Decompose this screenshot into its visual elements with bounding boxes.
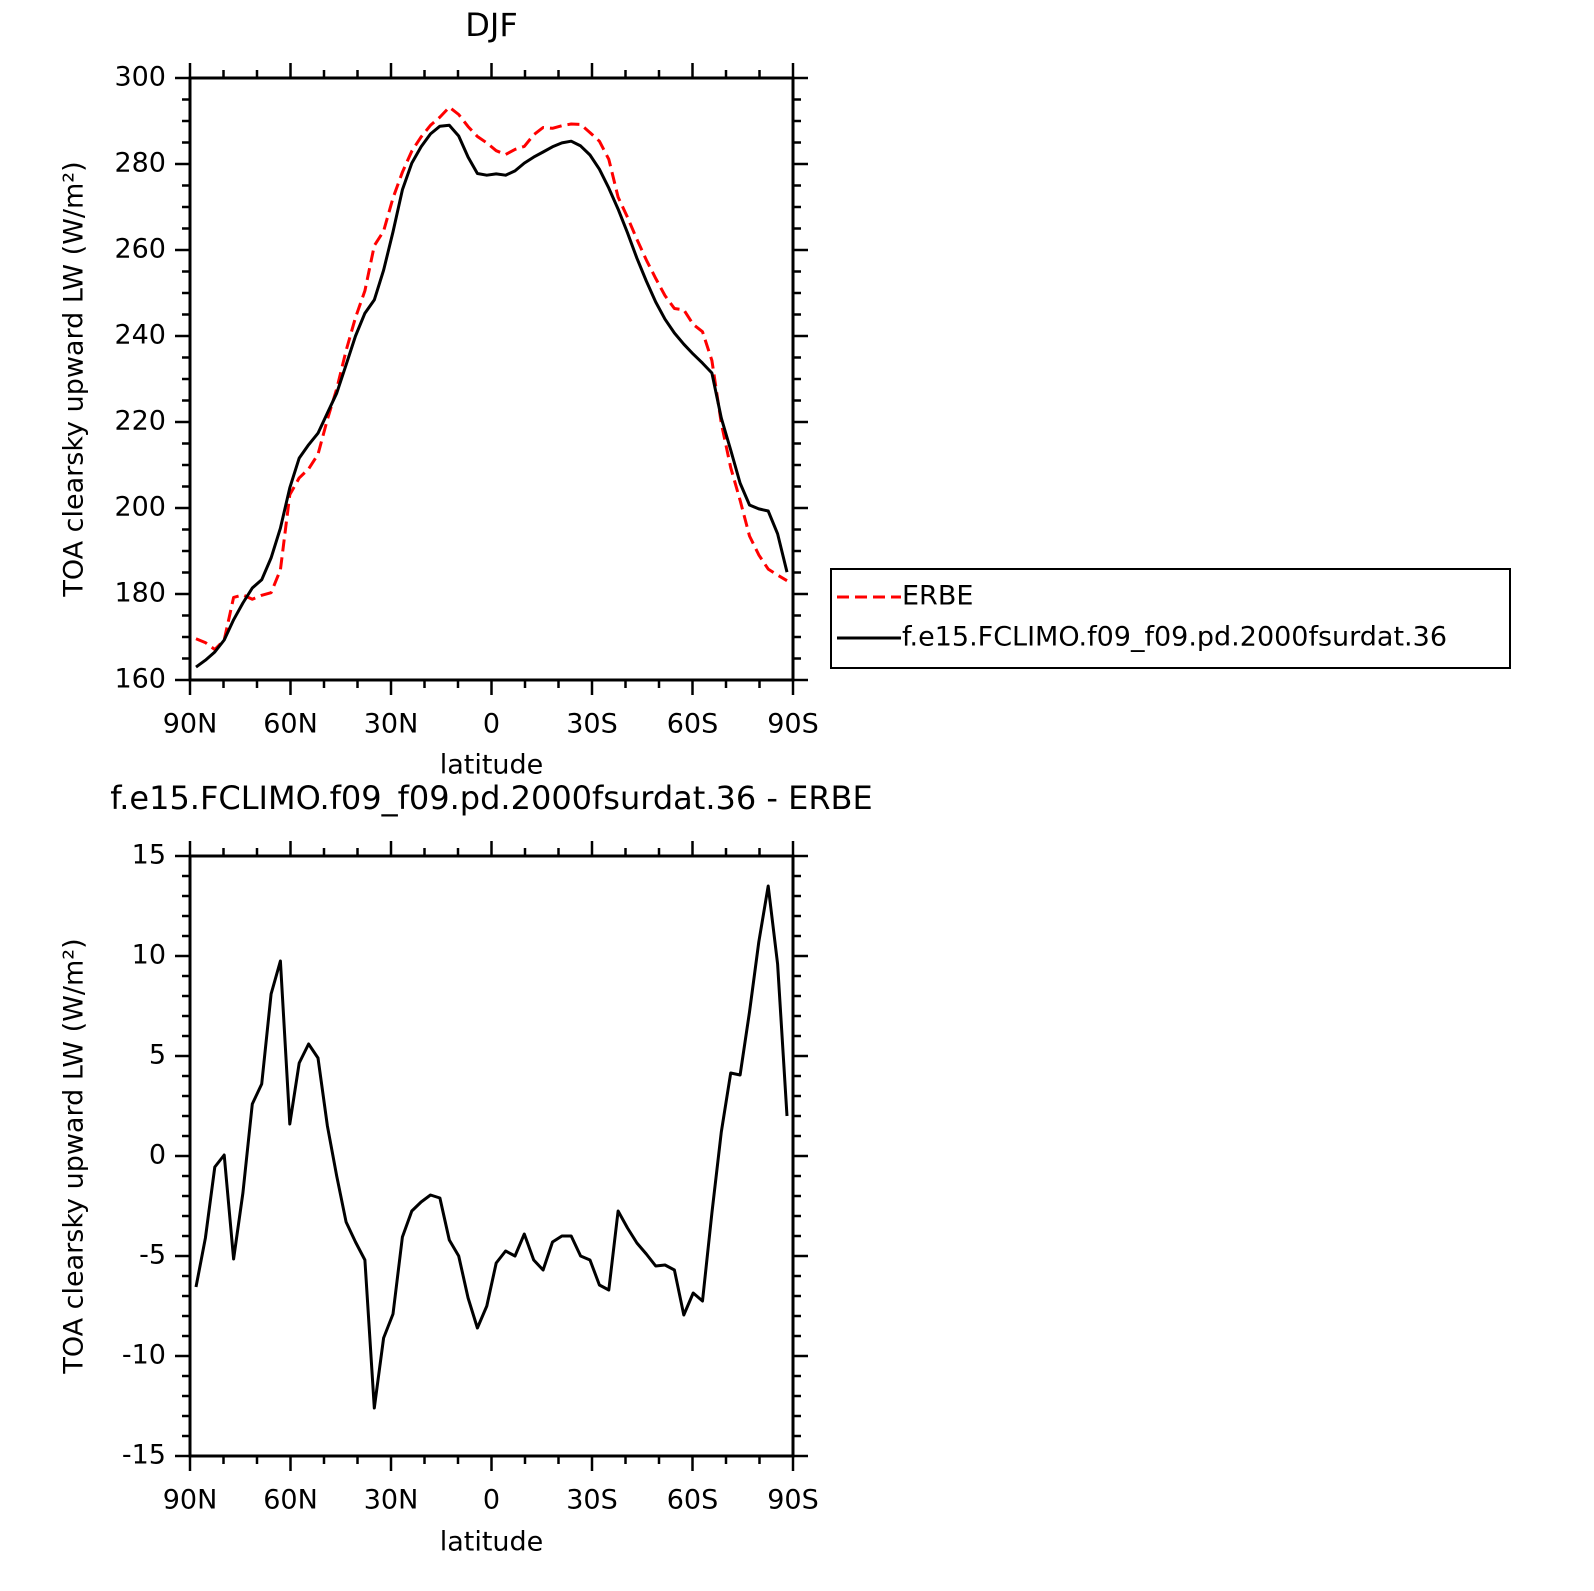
y-tick-label: -15 xyxy=(122,1440,166,1471)
x-tick-label: 60N xyxy=(263,1485,318,1516)
x-tick-label: 90S xyxy=(767,709,819,740)
y-tick-label: 160 xyxy=(114,664,166,695)
x-tick-label: 90N xyxy=(163,709,218,740)
y-tick-label: 180 xyxy=(114,578,166,609)
chart-title: f.e15.FCLIMO.f09_f09.pd.2000fsurdat.36 -… xyxy=(110,779,872,817)
x-tick-label: 60S xyxy=(667,1485,719,1516)
x-tick-label: 60N xyxy=(263,709,318,740)
data-line xyxy=(195,123,789,669)
y-tick-label: 240 xyxy=(114,320,166,351)
data-line xyxy=(195,105,788,651)
y-tick-label: 220 xyxy=(114,406,166,437)
legend: ERBE f.e15.FCLIMO.f09_f09.pd.2000fsurdat.… xyxy=(830,568,1511,669)
y-tick-label: 300 xyxy=(114,62,166,93)
y-tick-label: 280 xyxy=(114,148,166,179)
legend-label: f.e15.FCLIMO.f09_f09.pd.2000fsurdat.36 xyxy=(902,622,1447,653)
y-axis-label: TOA clearsky upward LW (W/m²) xyxy=(59,161,90,597)
data-line xyxy=(194,884,789,1410)
chart-title: DJF xyxy=(465,6,517,44)
x-axis-label: latitude xyxy=(440,1527,544,1558)
y-tick-label: 200 xyxy=(114,492,166,523)
x-axis-label: latitude xyxy=(440,750,544,781)
x-tick-label: 90S xyxy=(767,1485,819,1516)
y-tick-label: 0 xyxy=(149,1140,166,1171)
x-tick-label: 60S xyxy=(667,709,719,740)
legend-label: ERBE xyxy=(902,581,973,612)
y-tick-label: 5 xyxy=(149,1040,166,1071)
x-tick-label: 30N xyxy=(364,709,419,740)
y-tick-label: 15 xyxy=(132,840,166,871)
x-tick-label: 30S xyxy=(566,1485,618,1516)
x-tick-label: 0 xyxy=(483,709,500,740)
y-axis-label: TOA clearsky upward LW (W/m²) xyxy=(59,938,90,1374)
x-tick-label: 90N xyxy=(163,1485,218,1516)
y-tick-label: 10 xyxy=(132,940,166,971)
plot-frame xyxy=(188,854,795,1458)
x-tick-label: 0 xyxy=(483,1485,500,1516)
plot-frame xyxy=(188,76,795,682)
y-tick-label: 260 xyxy=(114,234,166,265)
legend-box xyxy=(830,568,1511,669)
y-tick-label: -10 xyxy=(122,1340,166,1371)
x-tick-label: 30S xyxy=(566,709,618,740)
x-tick-label: 30N xyxy=(364,1485,419,1516)
y-tick-label: -5 xyxy=(139,1240,166,1271)
